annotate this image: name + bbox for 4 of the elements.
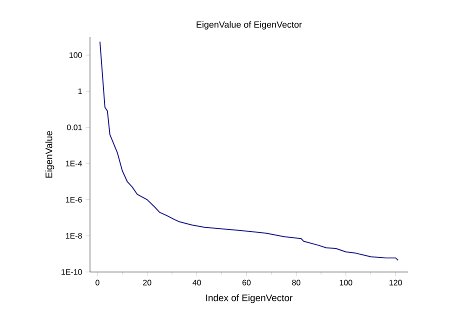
line-series [99, 41, 399, 261]
y-axis-title: EigenValue [45, 131, 54, 178]
x-axis-title: Index of EigenVector [206, 294, 293, 304]
chart-title: EigenValue of EigenVector [196, 21, 302, 30]
